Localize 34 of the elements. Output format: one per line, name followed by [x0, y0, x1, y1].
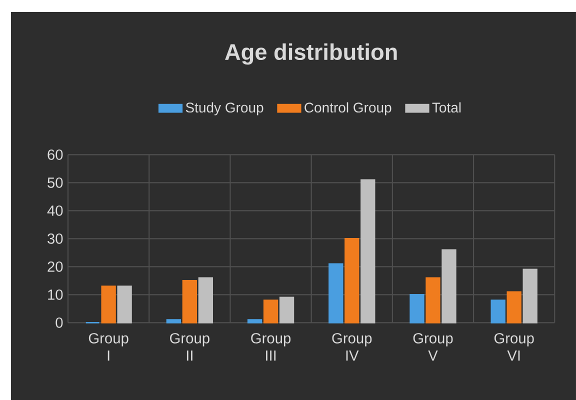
- y-tick-label: 50: [48, 177, 63, 188]
- legend-label: Study Group: [186, 102, 264, 116]
- y-tick-label: 60: [48, 149, 63, 160]
- x-tick-label: Group I: [88, 333, 128, 361]
- bar: [247, 319, 262, 324]
- bar: [166, 319, 181, 324]
- bar: [198, 277, 213, 324]
- bar: [344, 238, 360, 324]
- bar: [426, 277, 440, 324]
- bar: [263, 300, 278, 324]
- bar: [101, 286, 116, 324]
- bar: [279, 296, 294, 324]
- chart-title: Age distribution: [225, 43, 397, 65]
- bar: [117, 286, 132, 324]
- bar: [360, 179, 376, 324]
- y-tick-label: 30: [48, 233, 63, 244]
- y-tick-label: 0: [56, 317, 63, 328]
- y-tick-label: 40: [47, 205, 63, 216]
- x-tick-label: Group IV: [332, 333, 372, 361]
- bar: [328, 263, 344, 324]
- y-tick-label: 20: [48, 261, 63, 272]
- bar: [522, 268, 538, 324]
- bar: [506, 291, 522, 324]
- bar: [490, 300, 506, 324]
- legend-label: Control Group: [304, 102, 392, 116]
- x-tick-label: Group II: [170, 333, 210, 361]
- x-tick-label: Group III: [251, 333, 291, 361]
- legend-label: Total: [432, 102, 461, 113]
- x-tick-label: Group VI: [494, 333, 534, 361]
- bar: [182, 280, 198, 324]
- y-tick-label: 10: [48, 289, 63, 300]
- bar: [410, 294, 424, 324]
- bar: [442, 249, 456, 324]
- x-tick-label: Group V: [413, 333, 453, 361]
